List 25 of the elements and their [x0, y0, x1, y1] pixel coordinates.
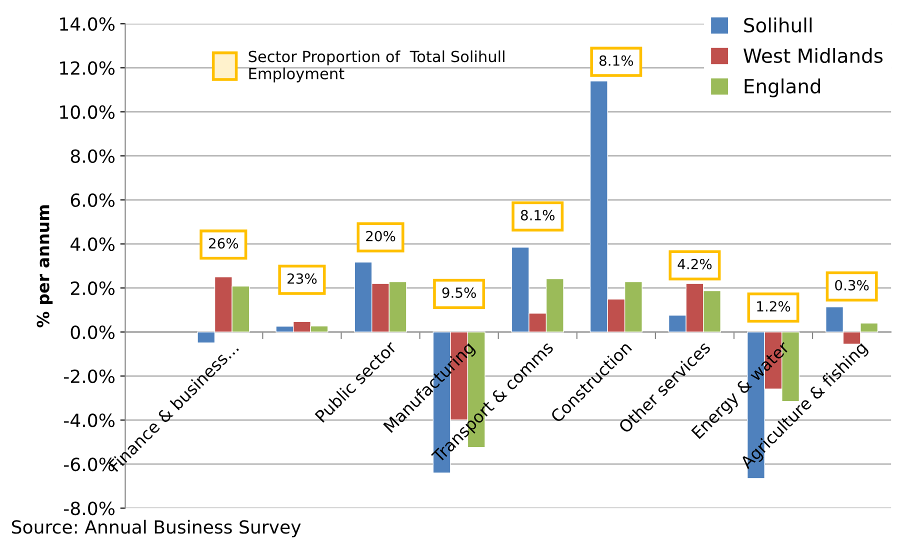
y-tick-label: 10.0%	[60, 105, 115, 119]
y-tick-label: 14.0%	[60, 17, 115, 31]
annotation: 23%	[288, 273, 317, 284]
annotation: 9.5%	[442, 287, 476, 298]
source-note: Source: Annual Business Survey	[12, 520, 301, 538]
annotation: Sector Proportion of Total Solihull Employment	[248, 50, 504, 82]
annotation: 4.2%	[678, 258, 712, 270]
y-tick-label: 6.0%	[70, 193, 115, 208]
y-tick-label: 0.0%	[70, 325, 115, 340]
annotation: 1.2%	[757, 301, 790, 312]
y-tick-label: -2.0%	[64, 369, 115, 384]
y-axis-title: % per annum	[36, 205, 53, 328]
annotation: 26%	[209, 238, 238, 249]
y-tick-label: 8.0%	[70, 149, 115, 163]
y-tick-label: 2.0%	[70, 281, 115, 296]
legend-label: England	[744, 78, 820, 98]
annotation: 8.1%	[520, 210, 554, 220]
legend-label: West Midlands	[744, 48, 883, 64]
annotation: 20%	[366, 230, 396, 242]
annotation: 8.1%	[599, 55, 634, 66]
y-tick-label: -8.0%	[64, 502, 115, 516]
y-tick-label: 12.0%	[60, 61, 115, 75]
legend-label: Solihull	[744, 18, 812, 33]
annotation: 0.3%	[835, 280, 869, 290]
y-tick-label: 4.0%	[70, 237, 115, 252]
